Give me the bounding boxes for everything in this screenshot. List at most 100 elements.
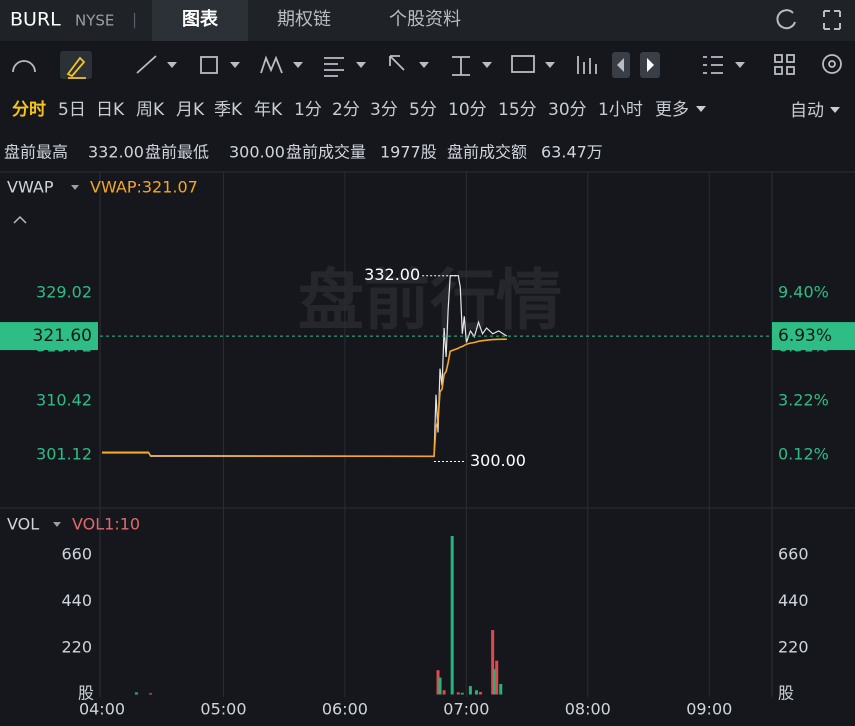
symbol: BURL [10, 9, 61, 31]
header-icons [776, 9, 841, 30]
plot: 301.12310.42319.72329.020.12%3.22%6.31%9… [0, 172, 855, 719]
volume-bar [149, 693, 153, 695]
period[interactable]: 5分 [409, 100, 437, 120]
tool-icon[interactable] [774, 54, 783, 63]
annotation-label: 332.00 [364, 265, 420, 284]
vol-unit: 股 [778, 684, 794, 703]
y2-tick-label: 220 [778, 638, 809, 657]
caret [53, 522, 61, 527]
vwap-line [102, 338, 507, 458]
x-tick-label: 04:00 [79, 700, 125, 719]
period[interactable]: 5日 [58, 100, 86, 120]
current-price-label: 321.60 [33, 326, 92, 346]
tool-icon[interactable] [136, 55, 157, 74]
volume-bar [460, 692, 464, 695]
info-value: 300.00 [229, 143, 285, 162]
tool-icon[interactable] [452, 56, 470, 76]
y-tick-label: 301.12 [36, 445, 92, 464]
tab[interactable]: 期权链 [277, 9, 331, 30]
current-pct-box [772, 322, 855, 351]
info-value: 63.47万 [541, 143, 603, 162]
volume-bar [499, 683, 503, 695]
legend-label: VWAP [7, 178, 54, 197]
tab[interactable]: 图表 [182, 8, 219, 30]
period[interactable]: 3分 [370, 100, 398, 120]
settings-icon [828, 60, 836, 68]
tool-icon [786, 54, 795, 63]
period[interactable]: 周K [136, 100, 165, 120]
info-line: 盘前最高 332.00 盘前最低 300.00 盘前成交量 1977股 盘前成交额 63.47… [4, 143, 603, 162]
period[interactable]: 季K [214, 100, 243, 120]
tool-icon[interactable] [66, 56, 86, 79]
annotation-label: 300.00 [470, 451, 526, 470]
arrow [647, 58, 654, 72]
x-tick-label: 08:00 [565, 700, 611, 719]
exchange: NYSE [75, 12, 114, 30]
y-tick-label: 329.02 [36, 283, 92, 302]
caret [696, 106, 706, 112]
info-label: 盘前成交额 [447, 143, 527, 162]
current-price-box [0, 322, 98, 351]
tab-active [152, 0, 248, 41]
y2-tick-label: 660 [778, 545, 809, 564]
tool-icon[interactable] [703, 56, 723, 74]
period-bar: 分时 5日 日K 周K 月K 季K 年K 1分 2分 3分 5分 10分 15分 30分 1小时 更多 [12, 100, 706, 120]
y-tick-label: 220 [61, 638, 92, 657]
y-tick-label: 310.42 [36, 391, 92, 410]
vol-unit: 股 [78, 684, 94, 703]
auto-button[interactable]: 自动 [790, 101, 824, 121]
x-tick-label: 07:00 [443, 700, 489, 719]
info-value: 332.00 [88, 143, 144, 162]
tool-active [60, 51, 92, 79]
volume-bar [479, 691, 483, 695]
y-tick-label: 440 [61, 591, 92, 610]
collapse-icon[interactable] [13, 215, 27, 224]
x-tick-label: 06:00 [322, 700, 368, 719]
period[interactable]: 10分 [448, 100, 487, 120]
tab[interactable]: 个股资料 [389, 9, 461, 30]
period[interactable]: 30分 [548, 100, 587, 120]
period[interactable]: 更多 [655, 100, 689, 120]
period[interactable]: 月K [176, 100, 205, 120]
period[interactable]: 1小时 [598, 100, 643, 120]
tool-icon[interactable] [577, 56, 597, 74]
x-tick-label: 05:00 [200, 700, 246, 719]
period[interactable]: 分时 [12, 100, 46, 120]
tool-icon [786, 66, 795, 75]
fullscreen-icon[interactable] [823, 10, 841, 30]
volume-bar [450, 535, 454, 695]
info-label: 盘前最低 [145, 143, 209, 162]
volume-bar [474, 690, 478, 695]
tool-icon[interactable] [511, 55, 535, 73]
tool-icon[interactable] [260, 55, 283, 74]
period[interactable]: 年K [254, 100, 283, 120]
info-label: 盘前最高 [4, 143, 68, 162]
tool-icon[interactable] [12, 60, 36, 73]
y2-tick-label: 3.22% [778, 390, 829, 409]
period[interactable]: 1分 [294, 100, 322, 120]
tool-icon[interactable] [389, 55, 405, 71]
period[interactable]: 2分 [332, 100, 360, 120]
info-value: 1977股 [380, 143, 437, 162]
info-label: 盘前成交量 [286, 143, 366, 162]
period[interactable]: 15分 [498, 100, 537, 120]
panel-frame [0, 171, 855, 697]
refresh-icon[interactable] [776, 9, 796, 30]
volume-bar [438, 677, 442, 695]
y2-tick-label: 0.12% [778, 445, 829, 464]
caret [830, 107, 840, 113]
period[interactable]: 日K [96, 100, 125, 120]
separator: | [132, 11, 137, 29]
top-bar [0, 0, 855, 41]
x-tick-label: 09:00 [686, 700, 732, 719]
tool-icon[interactable] [324, 57, 344, 77]
price-line [102, 275, 508, 457]
arrow [617, 58, 624, 72]
tool-icon [774, 66, 783, 75]
tool-icon[interactable] [200, 56, 218, 74]
settings-icon[interactable] [822, 54, 842, 74]
y-tick-label: 660 [61, 545, 92, 564]
volume-bar [493, 669, 497, 695]
